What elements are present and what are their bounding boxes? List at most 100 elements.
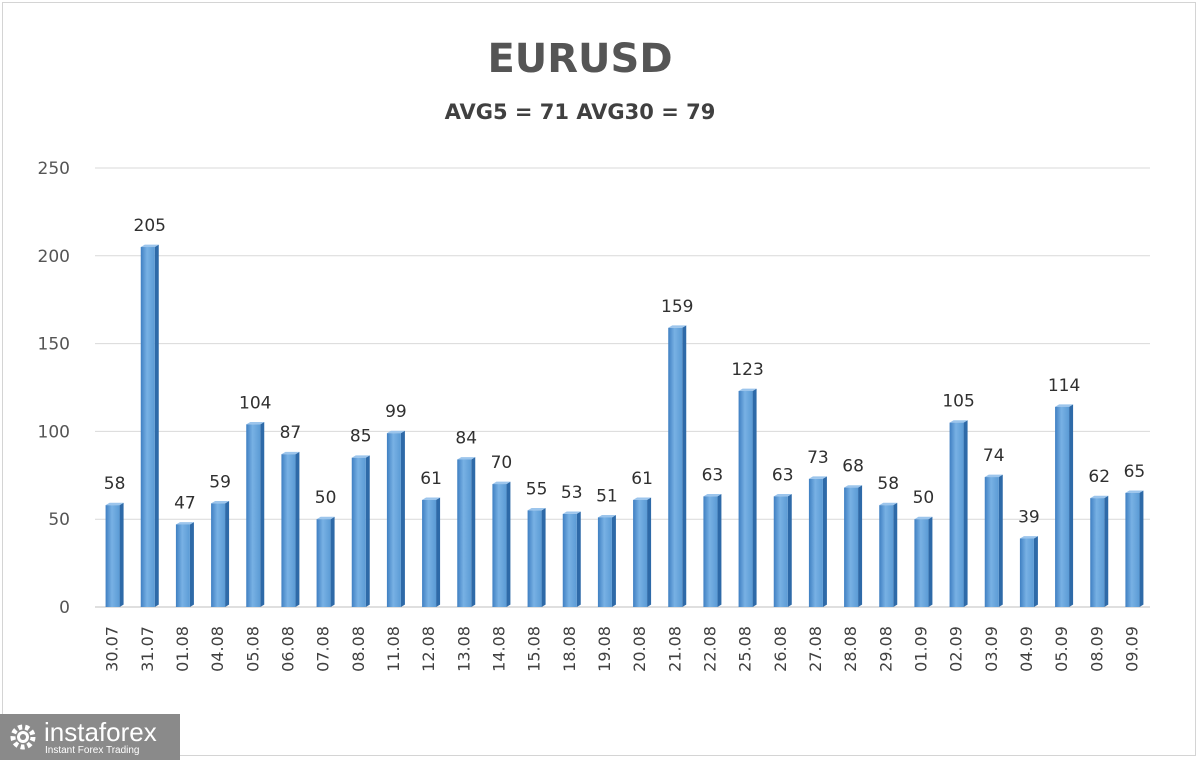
x-tick-label: 11.08 (384, 626, 403, 672)
data-label: 50 (315, 488, 337, 508)
x-tick-label: 14.08 (489, 626, 508, 672)
x-tick-label: 21.08 (665, 626, 684, 672)
x-tick-label: 30.07 (103, 626, 122, 672)
data-label: 104 (239, 393, 271, 413)
bar (1019, 536, 1038, 607)
data-label: 55 (526, 479, 548, 499)
bar (281, 451, 300, 607)
bar (738, 388, 757, 607)
x-tick-label: 13.08 (454, 626, 473, 672)
x-tick-label: 25.08 (736, 626, 755, 672)
x-tick-label: 05.09 (1052, 626, 1071, 672)
data-label: 85 (350, 427, 372, 447)
bar (422, 497, 441, 607)
data-label: 58 (104, 474, 126, 494)
x-axis-ticks: 30.07 31.07 01.08 04.08 05.08 06.08 07.08 08.08… (103, 626, 1142, 672)
y-tick-label: 50 (48, 510, 70, 530)
data-labels: 58 205 47 59 104 87 50 85 99 61 84 70 55 53 51 61 159 63 1… (104, 216, 1145, 527)
data-label: 159 (661, 297, 693, 317)
bar-chart: 0 50 100 150 200 250 58 205 47 59 104 87 50 85 99 61 84… (38, 159, 1150, 672)
data-label: 99 (385, 402, 407, 422)
data-label: 51 (596, 486, 618, 506)
x-tick-label: 06.08 (278, 626, 297, 672)
bar (914, 516, 933, 607)
data-label: 74 (983, 446, 1005, 466)
bar (668, 325, 687, 607)
data-label: 61 (420, 469, 442, 489)
data-label: 105 (942, 392, 974, 412)
bar (773, 493, 792, 607)
y-tick-label: 150 (38, 335, 70, 355)
bar (1090, 495, 1109, 607)
y-tick-label: 250 (38, 159, 70, 179)
x-tick-label: 02.09 (947, 626, 966, 672)
bar (597, 515, 616, 607)
bar (351, 455, 370, 607)
data-label: 61 (631, 469, 653, 489)
x-tick-label: 28.08 (841, 626, 860, 672)
logo-tagline: Instant Forex Trading (45, 745, 140, 756)
data-label: 59 (209, 472, 231, 492)
x-tick-label: 27.08 (806, 626, 825, 672)
bars (105, 244, 1144, 607)
x-tick-label: 04.08 (208, 626, 227, 672)
x-tick-label: 01.09 (911, 626, 930, 672)
bar (633, 497, 652, 607)
chart-title: EURUSD (487, 36, 673, 82)
bar (984, 474, 1003, 607)
data-label: 63 (772, 465, 794, 485)
x-tick-label: 29.08 (876, 626, 895, 672)
x-tick-label: 20.08 (630, 626, 649, 672)
x-tick-label: 12.08 (419, 626, 438, 672)
x-tick-label: 08.09 (1087, 626, 1106, 672)
data-label: 68 (842, 457, 864, 477)
gridlines (95, 167, 1150, 608)
data-label: 87 (280, 423, 302, 443)
x-tick-label: 07.08 (314, 626, 333, 672)
x-tick-label: 18.08 (560, 626, 579, 672)
bar (105, 502, 124, 607)
x-tick-label: 09.09 (1122, 626, 1141, 672)
y-tick-label: 0 (59, 598, 70, 618)
bar (246, 421, 265, 607)
x-tick-label: 15.08 (525, 626, 544, 672)
data-label: 39 (1018, 508, 1040, 528)
logo-name: instaforex (44, 717, 157, 747)
x-tick-label: 08.08 (349, 626, 368, 672)
data-label: 123 (731, 360, 763, 380)
bar (562, 511, 581, 607)
data-label: 205 (134, 216, 166, 236)
bar (949, 420, 968, 607)
gear-icon (10, 724, 36, 750)
x-tick-label: 31.07 (138, 626, 157, 672)
x-tick-label: 01.08 (173, 626, 192, 672)
x-tick-label: 19.08 (595, 626, 614, 672)
x-tick-label: 26.08 (771, 626, 790, 672)
bar (140, 244, 159, 607)
data-label: 53 (561, 483, 583, 503)
y-tick-label: 100 (38, 422, 70, 442)
y-axis-ticks: 0 50 100 150 200 250 (38, 159, 70, 618)
x-tick-label: 22.08 (700, 626, 719, 672)
bar (1055, 404, 1074, 607)
data-label: 58 (877, 474, 899, 494)
data-label: 70 (491, 453, 513, 473)
data-label: 84 (455, 428, 477, 448)
bar (386, 430, 405, 607)
data-label: 50 (913, 488, 935, 508)
instaforex-logo: instaforex Instant Forex Trading (0, 714, 180, 760)
chart-subtitle: AVG5 = 71 AVG30 = 79 (444, 100, 716, 124)
data-label: 73 (807, 448, 829, 468)
bar (527, 508, 546, 607)
bar (703, 493, 722, 607)
bar (844, 485, 863, 607)
data-label: 114 (1048, 376, 1080, 396)
bar (457, 457, 476, 607)
bar (808, 476, 827, 607)
data-label: 65 (1124, 462, 1146, 482)
bar (492, 481, 511, 607)
bar (1125, 490, 1144, 607)
bar (316, 516, 335, 607)
data-label: 62 (1088, 467, 1110, 487)
data-label: 63 (702, 465, 724, 485)
